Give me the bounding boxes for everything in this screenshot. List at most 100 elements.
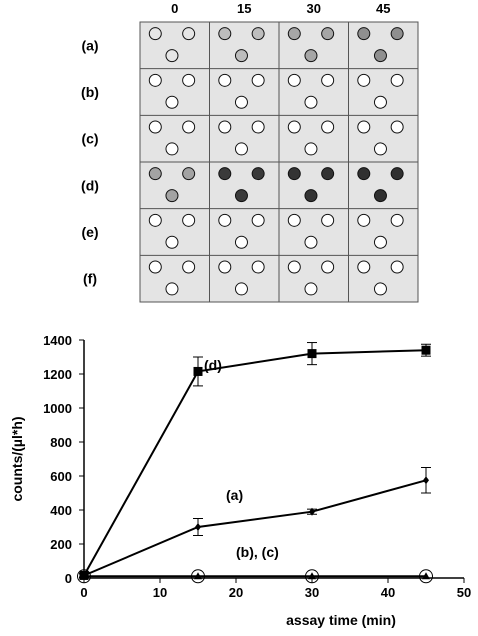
plate-well (148, 120, 162, 134)
plate-well (234, 189, 248, 203)
plate-well (218, 167, 232, 181)
plate-well (304, 282, 318, 296)
data-point-circle (191, 569, 205, 584)
plate-well (321, 27, 335, 41)
plate-well (304, 235, 318, 249)
plate-well (357, 120, 371, 134)
series-line (83, 479, 427, 577)
y-tick-label: 200 (50, 537, 72, 552)
plate-well (182, 213, 196, 227)
line-chart: 0 10 20 30 40 50 0 200 400 600 800 1000 1200 1400 assa… (9, 333, 471, 628)
plate-well (390, 27, 404, 41)
x-tick-label: 30 (305, 585, 319, 600)
plate-well (287, 260, 301, 274)
plate-well (148, 260, 162, 274)
plate-row-label: (d) (81, 177, 99, 193)
plate-well (182, 27, 196, 41)
plate-well (182, 167, 196, 181)
series-label: (a) (226, 487, 243, 503)
plate-row-label: (a) (81, 37, 98, 53)
plate-well (390, 167, 404, 181)
plate-well (357, 73, 371, 87)
x-tick-label: 50 (457, 585, 471, 600)
plate-well (148, 27, 162, 41)
plate-well (148, 73, 162, 87)
y-tick-label: 1400 (43, 333, 72, 348)
x-tick-label: 10 (153, 585, 167, 600)
y-axis-title: counts/(µl*h) (9, 416, 25, 501)
plate-well (357, 260, 371, 274)
plate-well (251, 73, 265, 87)
y-tick-label: 400 (50, 503, 72, 518)
plate-well (165, 282, 179, 296)
plate-well (321, 213, 335, 227)
data-point-square (193, 366, 203, 376)
x-tick-label: 0 (80, 585, 87, 600)
plate-well (234, 95, 248, 109)
plate-well (218, 213, 232, 227)
data-point-triangle (308, 572, 316, 580)
plate-well (304, 49, 318, 63)
plate-well (165, 235, 179, 249)
plate-well (390, 120, 404, 134)
plate-well (321, 260, 335, 274)
plate-well (321, 120, 335, 134)
x-tick-label: 40 (381, 585, 395, 600)
plate-well (287, 213, 301, 227)
data-point-diamond (309, 507, 315, 516)
plate-well (165, 189, 179, 203)
plate-time-label: 15 (237, 1, 251, 16)
plate-well (390, 213, 404, 227)
plate-well (234, 282, 248, 296)
plate-well (251, 120, 265, 134)
data-point-circle (77, 569, 91, 584)
plate-well (287, 27, 301, 41)
plate-row-label: (b) (81, 84, 99, 100)
plate-time-label: 45 (376, 1, 390, 16)
plate-well (234, 142, 248, 156)
plate-well (251, 27, 265, 41)
plate-well (287, 167, 301, 181)
plate-well (373, 49, 387, 63)
plate-well (373, 95, 387, 109)
plate-well (218, 260, 232, 274)
plate-well (304, 142, 318, 156)
data-point-square (307, 349, 317, 359)
plate-well (390, 73, 404, 87)
plate-well (357, 213, 371, 227)
plate-well (373, 142, 387, 156)
plate-well (251, 213, 265, 227)
plate-well (218, 73, 232, 87)
data-point-circle (419, 569, 433, 584)
plate-well (165, 142, 179, 156)
plate-well (373, 282, 387, 296)
plate-well (251, 260, 265, 274)
y-tick-label: 1000 (43, 401, 72, 416)
plate-well (218, 120, 232, 134)
plate-well (148, 213, 162, 227)
plate-well (373, 189, 387, 203)
series-label: (d) (204, 357, 222, 373)
plate-well (390, 260, 404, 274)
data-point-square (421, 345, 431, 355)
y-tick-label: 0 (65, 571, 72, 586)
plate-row-label: (f) (83, 271, 97, 287)
data-point-triangle (80, 572, 88, 580)
plate-well (251, 167, 265, 181)
plate-well (357, 167, 371, 181)
y-tick-label: 800 (50, 435, 72, 450)
plate-well (182, 73, 196, 87)
plate-well (287, 73, 301, 87)
x-axis-title: assay time (min) (286, 612, 396, 628)
data-point-diamond (195, 523, 201, 531)
plate-row-label: (c) (81, 131, 98, 147)
data-point-circle (305, 569, 319, 584)
plate-well (373, 235, 387, 249)
data-point-diamond (423, 476, 429, 485)
plate-well (304, 189, 318, 203)
data-point-triangle (194, 572, 202, 580)
series-line (83, 349, 427, 576)
plate-well (321, 73, 335, 87)
